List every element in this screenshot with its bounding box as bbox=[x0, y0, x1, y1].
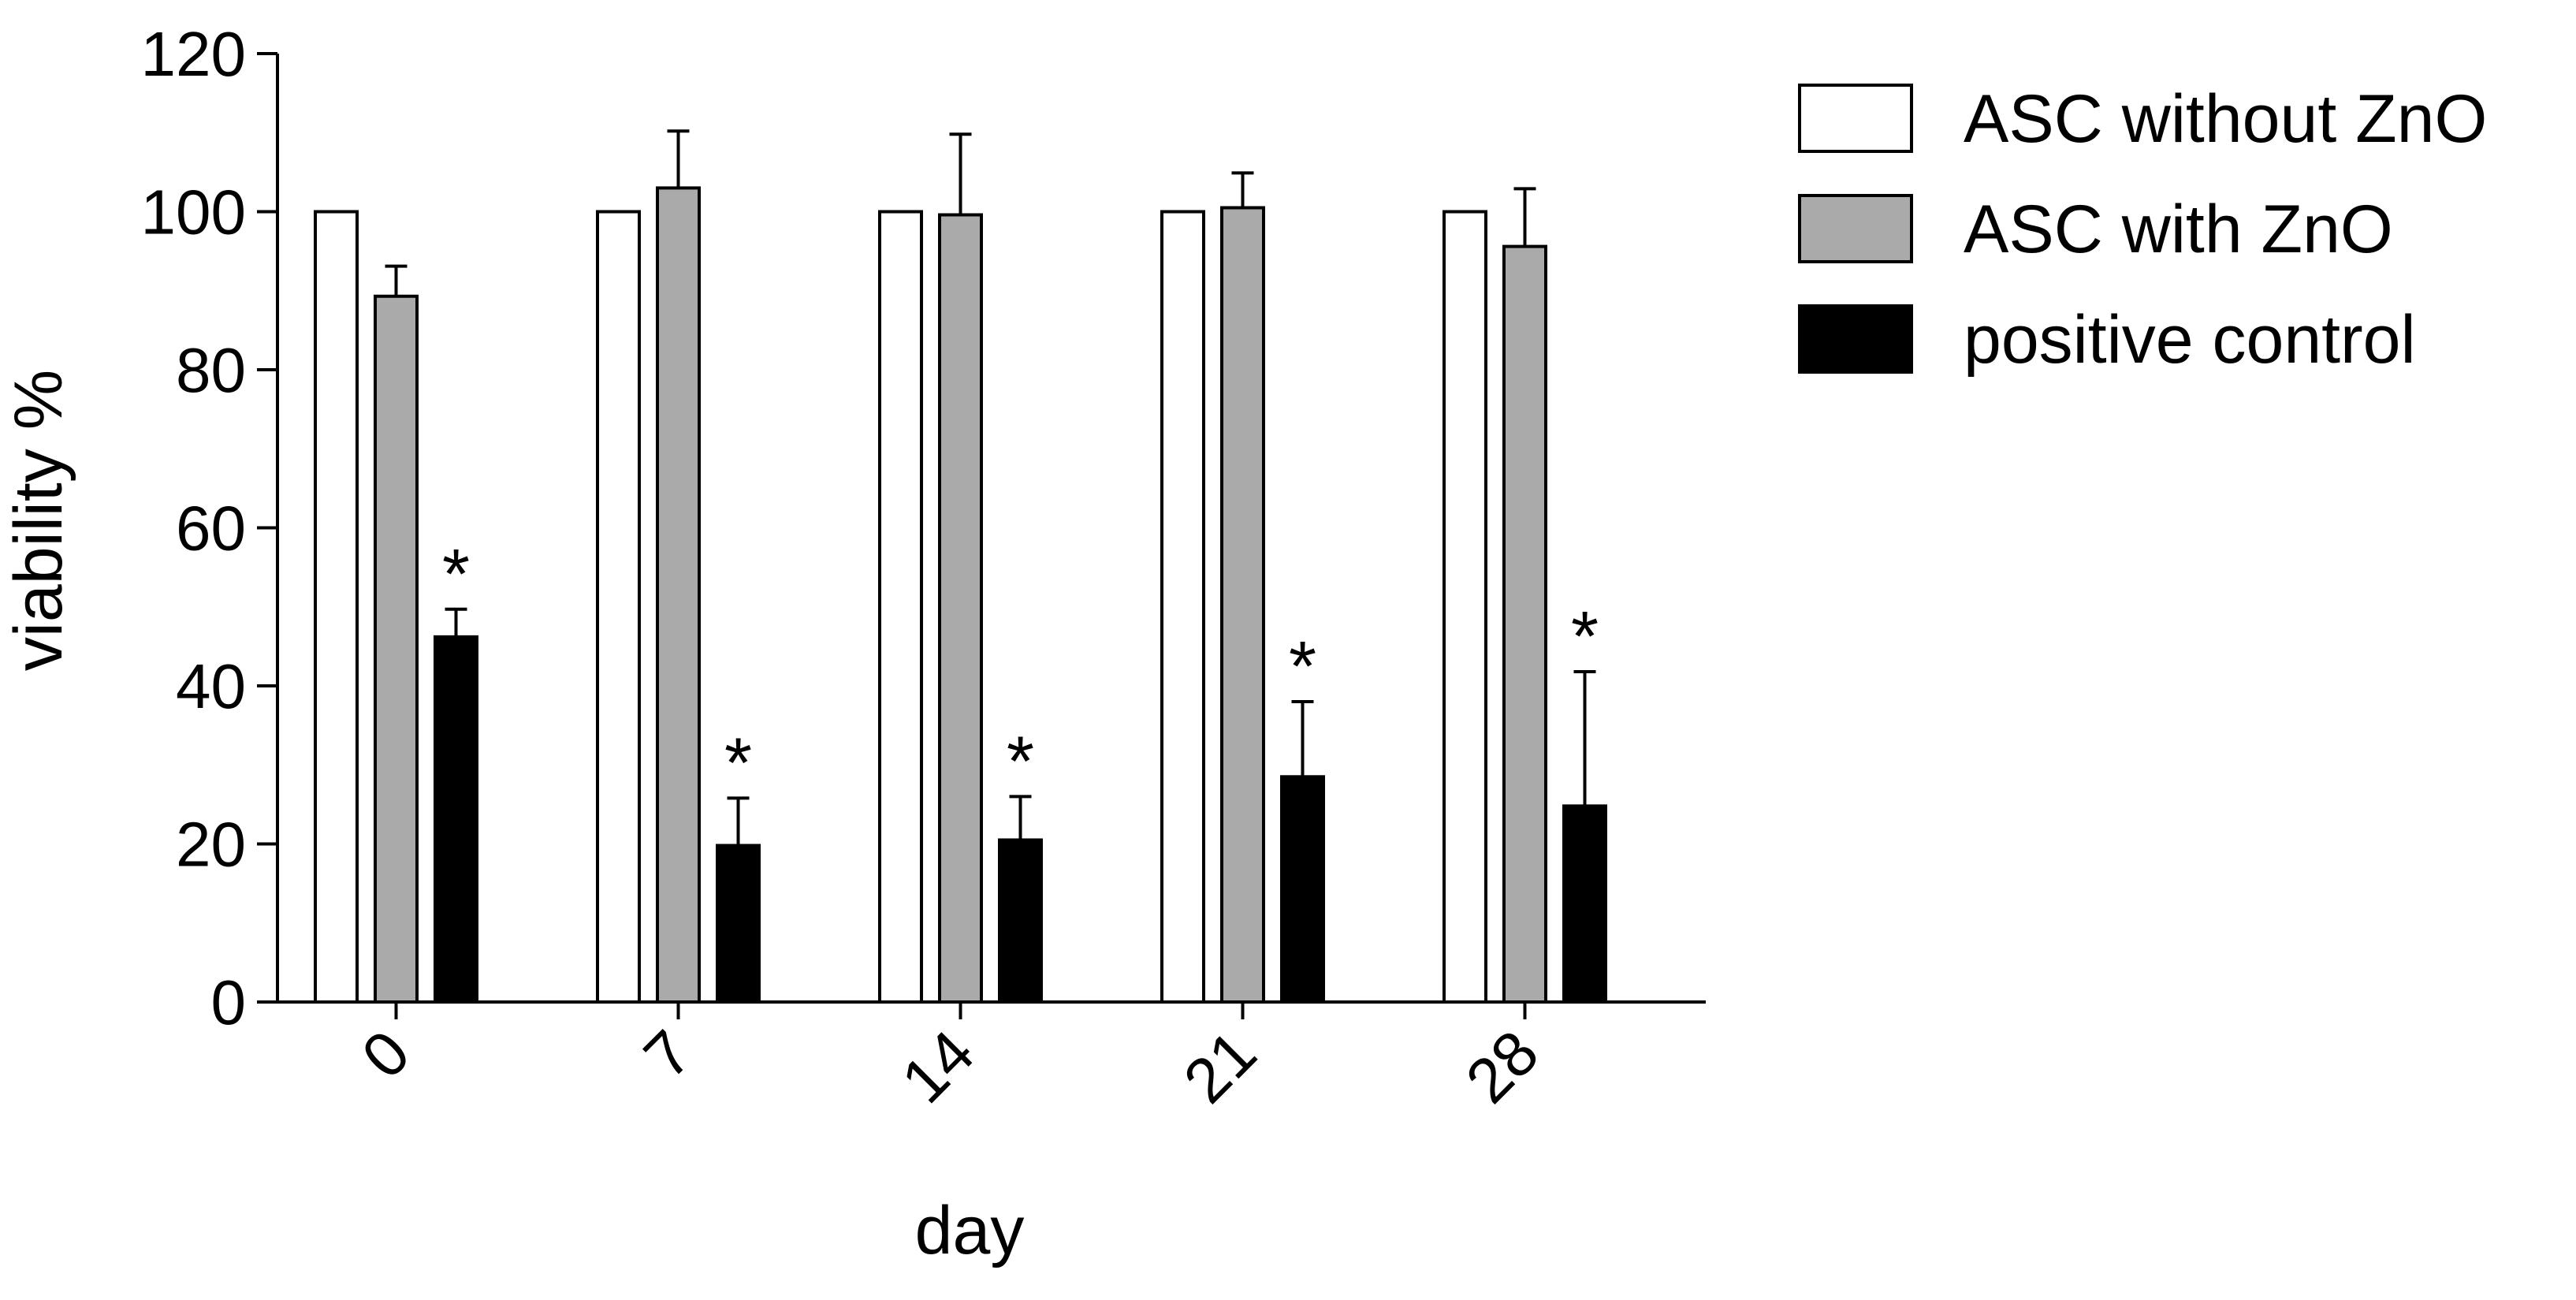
bar bbox=[938, 213, 983, 1004]
bar bbox=[1220, 206, 1265, 1004]
error-bars-layer: * * * * * bbox=[385, 129, 1599, 846]
legend-swatch bbox=[1798, 84, 1913, 153]
y-tick-label: 20 bbox=[176, 810, 246, 880]
bar bbox=[434, 635, 478, 1004]
significance-label: * bbox=[442, 535, 470, 614]
x-tick-label: 28 bbox=[1453, 1017, 1552, 1116]
y-tick-label: 100 bbox=[141, 177, 246, 248]
y-tick-label: 80 bbox=[176, 335, 246, 405]
bar bbox=[998, 838, 1043, 1004]
significance-label: * bbox=[1007, 722, 1034, 801]
bar bbox=[656, 186, 701, 1004]
significance-label: * bbox=[1289, 628, 1316, 706]
x-tick-label: 21 bbox=[1171, 1017, 1270, 1116]
x-tick-label: 0 bbox=[348, 1017, 423, 1091]
bar bbox=[1502, 244, 1547, 1004]
bar bbox=[314, 210, 359, 1004]
significance-label: * bbox=[724, 724, 752, 803]
y-tick-label: 40 bbox=[176, 651, 246, 721]
legend-swatch bbox=[1798, 304, 1913, 374]
significance-label: * bbox=[1571, 598, 1599, 676]
x-axis-title: day bbox=[915, 1193, 1025, 1268]
x-tick-label: 14 bbox=[888, 1017, 988, 1116]
legend: ASC without ZnO ASC with ZnO positive cont… bbox=[1798, 81, 2487, 378]
legend-label: ASC with ZnO bbox=[1964, 192, 2393, 267]
bar bbox=[1280, 775, 1325, 1004]
y-axis-title: viability % bbox=[1, 370, 76, 671]
axes-layer: 0 20 40 60 80 100 120 0 7 14 21 28 bbox=[141, 19, 1706, 1116]
bar bbox=[1160, 210, 1205, 1004]
legend-label: ASC without ZnO bbox=[1964, 81, 2487, 157]
bar bbox=[1562, 804, 1607, 1004]
y-tick-label: 0 bbox=[211, 967, 247, 1037]
bar bbox=[374, 294, 419, 1004]
legend-label: positive control bbox=[1964, 302, 2416, 378]
bar bbox=[716, 844, 761, 1004]
bar bbox=[878, 210, 923, 1004]
legend-swatch bbox=[1798, 194, 1913, 263]
bar bbox=[1442, 210, 1487, 1004]
bars-layer bbox=[314, 186, 1607, 1004]
y-tick-label: 60 bbox=[176, 494, 246, 564]
bar bbox=[596, 210, 641, 1004]
y-tick-label: 120 bbox=[141, 19, 246, 89]
x-tick-label: 7 bbox=[631, 1017, 705, 1091]
